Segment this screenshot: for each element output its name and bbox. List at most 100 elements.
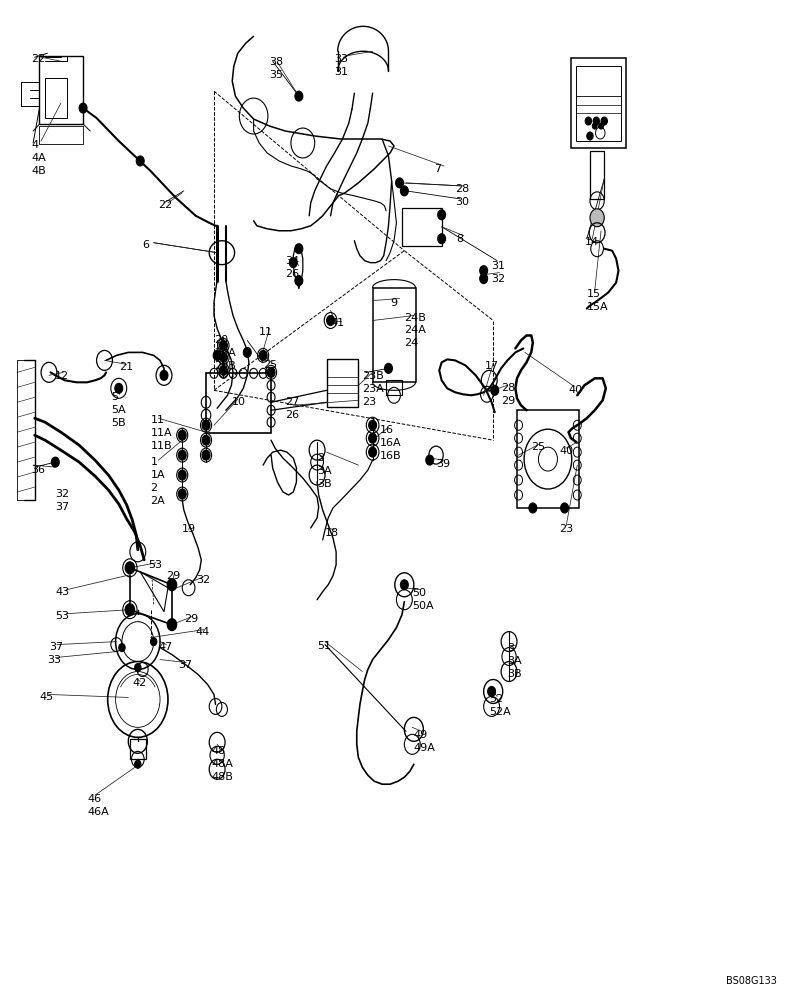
Text: 4B: 4B bbox=[32, 166, 46, 176]
Text: 23B: 23B bbox=[362, 371, 384, 381]
Circle shape bbox=[593, 117, 599, 125]
Text: 23: 23 bbox=[362, 397, 377, 407]
Circle shape bbox=[244, 347, 252, 357]
Circle shape bbox=[213, 350, 221, 360]
Text: 45: 45 bbox=[40, 692, 53, 702]
Text: 32: 32 bbox=[56, 489, 69, 499]
Text: 12: 12 bbox=[56, 371, 69, 381]
Text: 15A: 15A bbox=[587, 302, 608, 312]
Text: 50A: 50A bbox=[412, 601, 434, 611]
Text: 52: 52 bbox=[490, 694, 503, 704]
Circle shape bbox=[599, 123, 603, 129]
Text: 11B: 11B bbox=[150, 441, 172, 451]
Text: 9: 9 bbox=[390, 298, 397, 308]
Text: 32: 32 bbox=[196, 575, 210, 585]
Circle shape bbox=[587, 132, 593, 140]
Bar bbox=[576, 66, 621, 141]
Circle shape bbox=[259, 350, 267, 360]
Circle shape bbox=[601, 117, 607, 125]
Text: 24: 24 bbox=[404, 338, 419, 348]
Text: 1: 1 bbox=[150, 457, 158, 467]
Circle shape bbox=[115, 383, 123, 393]
Bar bbox=[402, 208, 442, 246]
Circle shape bbox=[326, 316, 334, 325]
Text: 3B: 3B bbox=[317, 479, 332, 489]
Text: 11: 11 bbox=[150, 415, 165, 425]
Text: 46A: 46A bbox=[87, 807, 109, 817]
Circle shape bbox=[178, 489, 186, 499]
Bar bbox=[590, 151, 604, 199]
Text: 39: 39 bbox=[436, 459, 451, 469]
Bar bbox=[517, 410, 579, 508]
Circle shape bbox=[529, 503, 537, 513]
Text: 41: 41 bbox=[330, 318, 345, 328]
Text: 14: 14 bbox=[584, 237, 599, 247]
Bar bbox=[45, 78, 67, 118]
Circle shape bbox=[426, 455, 434, 465]
Text: 24A: 24A bbox=[404, 325, 426, 335]
Bar bbox=[571, 58, 626, 148]
Circle shape bbox=[150, 638, 157, 646]
Circle shape bbox=[560, 503, 568, 513]
Circle shape bbox=[369, 447, 377, 457]
Text: 27: 27 bbox=[285, 397, 299, 407]
Text: 49A: 49A bbox=[414, 743, 435, 753]
Circle shape bbox=[125, 604, 135, 616]
Circle shape bbox=[295, 91, 302, 101]
Circle shape bbox=[384, 363, 392, 373]
Text: 32: 32 bbox=[492, 274, 505, 284]
Text: 3: 3 bbox=[508, 643, 514, 653]
Text: 28: 28 bbox=[455, 184, 470, 194]
Circle shape bbox=[119, 644, 125, 652]
Circle shape bbox=[220, 352, 228, 362]
Bar bbox=[326, 359, 358, 407]
Text: 40: 40 bbox=[559, 446, 573, 456]
Text: 5: 5 bbox=[111, 392, 118, 402]
Text: 22: 22 bbox=[158, 200, 173, 210]
Text: 8: 8 bbox=[456, 234, 463, 244]
Circle shape bbox=[396, 178, 404, 188]
Text: 53: 53 bbox=[56, 611, 69, 621]
Circle shape bbox=[369, 420, 377, 430]
Text: 7: 7 bbox=[435, 164, 442, 174]
Text: 15: 15 bbox=[587, 289, 601, 299]
Circle shape bbox=[178, 450, 186, 460]
Text: 10: 10 bbox=[232, 397, 245, 407]
Text: 28: 28 bbox=[501, 383, 515, 393]
Text: 11A: 11A bbox=[150, 428, 172, 438]
Text: 1A: 1A bbox=[150, 470, 165, 480]
Circle shape bbox=[178, 430, 186, 440]
Text: 19: 19 bbox=[182, 524, 197, 534]
Text: 16: 16 bbox=[380, 425, 394, 435]
Circle shape bbox=[590, 209, 604, 227]
Text: 49: 49 bbox=[414, 730, 428, 740]
Text: 11: 11 bbox=[259, 327, 273, 337]
Text: 48: 48 bbox=[212, 746, 226, 756]
Text: 4: 4 bbox=[32, 140, 39, 150]
Text: 4A: 4A bbox=[32, 153, 46, 163]
Circle shape bbox=[289, 258, 297, 268]
Text: 2A: 2A bbox=[150, 496, 166, 506]
Circle shape bbox=[491, 385, 499, 395]
Bar bbox=[40, 126, 83, 144]
Circle shape bbox=[52, 457, 59, 467]
Text: 22: 22 bbox=[32, 54, 46, 64]
Text: 16A: 16A bbox=[380, 438, 401, 448]
Text: 21: 21 bbox=[119, 362, 133, 372]
Text: 38: 38 bbox=[270, 57, 283, 67]
Text: 18: 18 bbox=[325, 528, 339, 538]
Text: 26: 26 bbox=[285, 410, 299, 420]
Circle shape bbox=[295, 244, 302, 254]
Circle shape bbox=[438, 234, 446, 244]
Circle shape bbox=[438, 210, 446, 220]
Bar bbox=[373, 288, 416, 382]
Circle shape bbox=[480, 266, 488, 276]
Circle shape bbox=[178, 470, 186, 480]
Text: 43: 43 bbox=[56, 587, 69, 597]
Text: 48B: 48B bbox=[212, 772, 233, 782]
Text: 53: 53 bbox=[148, 560, 162, 570]
Circle shape bbox=[135, 760, 141, 768]
Text: 48A: 48A bbox=[212, 759, 233, 769]
Circle shape bbox=[400, 580, 408, 590]
Text: 23A: 23A bbox=[362, 384, 384, 394]
